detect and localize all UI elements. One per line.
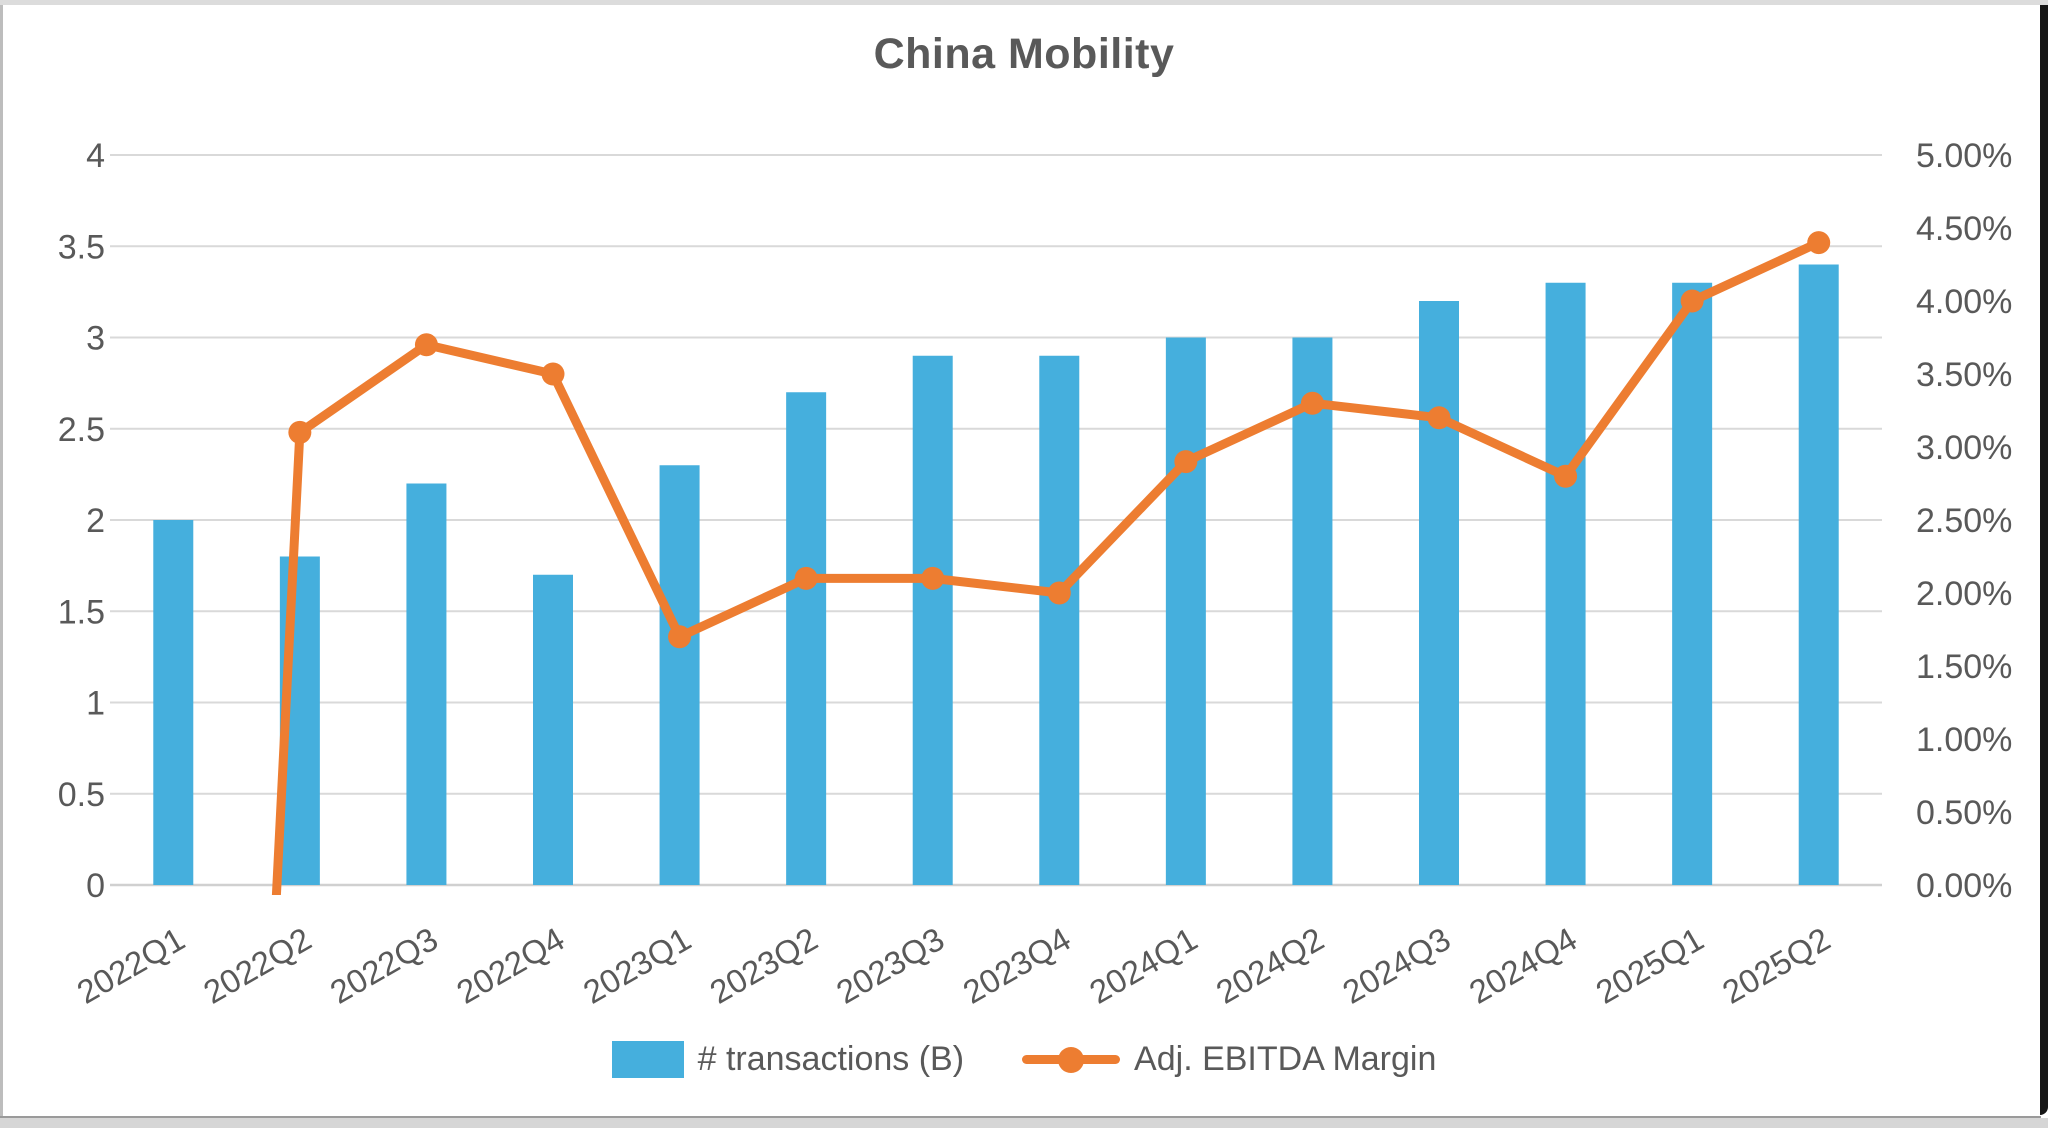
- chart-legend: # transactions (B) Adj. EBITDA Margin: [0, 1040, 2048, 1079]
- x-axis-label-2023Q2: 2023Q2: [703, 920, 823, 1011]
- left-axis-tick: 1.5: [58, 593, 105, 631]
- right-axis-tick: 3.00%: [1916, 429, 2012, 467]
- right-axis-tick: 2.50%: [1916, 502, 2012, 540]
- legend-label-transactions: # transactions (B): [697, 1040, 965, 1078]
- legend-bar-swatch: [611, 1041, 684, 1078]
- bar-2024Q2: [1292, 337, 1333, 885]
- window-edge-bottom: [0, 1118, 2048, 1128]
- margin-marker-2025Q1: [1680, 289, 1704, 313]
- left-axis-tick: 2.5: [58, 411, 105, 449]
- left-axis-tick: 2: [86, 502, 105, 540]
- bar-2023Q4: [1039, 355, 1080, 885]
- margin-marker-2024Q2: [1300, 391, 1324, 415]
- margin-marker-2022Q4: [541, 362, 565, 386]
- x-axis-label-2023Q1: 2023Q1: [577, 920, 697, 1011]
- margin-line: [271, 238, 1824, 895]
- bar-2025Q2: [1798, 264, 1839, 885]
- left-axis-tick: 3.5: [58, 228, 105, 266]
- bar-2023Q1: [659, 465, 700, 885]
- x-axis-label-2024Q1: 2024Q1: [1083, 920, 1203, 1011]
- margin-marker-2024Q4: [1554, 464, 1578, 488]
- margin-marker-2025Q2: [1807, 231, 1831, 255]
- right-axis-tick: 0.00%: [1916, 867, 2012, 905]
- legend-item-transactions: # transactions (B): [611, 1040, 965, 1079]
- right-axis-tick: 1.00%: [1916, 721, 2012, 759]
- margin-marker-2024Q1: [1174, 450, 1198, 474]
- right-axis-tick: 5.00%: [1916, 137, 2012, 175]
- bar-2022Q4: [533, 574, 573, 885]
- x-axis-label-2025Q2: 2025Q2: [1716, 920, 1836, 1011]
- margin-marker-2023Q4: [1047, 581, 1071, 605]
- margin-marker-2023Q1: [668, 625, 692, 649]
- margin-line-group: [271, 231, 1831, 895]
- left-axis-tick: 0: [86, 867, 105, 905]
- right-axis-tick: 4.50%: [1916, 210, 2012, 248]
- x-axis-label-2025Q1: 2025Q1: [1589, 920, 1709, 1011]
- x-axis-label-2023Q3: 2023Q3: [830, 920, 950, 1011]
- bar-2023Q3: [912, 355, 953, 885]
- right-axis-tick: 1.50%: [1916, 648, 2012, 686]
- bar-2022Q3: [406, 483, 447, 885]
- x-axis-label-2022Q1: 2022Q1: [71, 920, 191, 1011]
- bar-2024Q4: [1545, 282, 1586, 885]
- right-axis-tick: 4.00%: [1916, 283, 2012, 321]
- right-axis-tick: 0.50%: [1916, 794, 2012, 832]
- left-axis-tick: 1: [86, 685, 105, 723]
- margin-marker-2022Q2: [288, 420, 312, 444]
- right-axis-tick: 3.50%: [1916, 356, 2012, 394]
- x-axis-label-2024Q4: 2024Q4: [1463, 920, 1583, 1011]
- window-edge-top: [0, 0, 2048, 5]
- x-axis-label-2022Q4: 2022Q4: [450, 920, 570, 1011]
- x-axis-label-2022Q3: 2022Q3: [324, 920, 444, 1011]
- legend-label-margin: Adj. EBITDA Margin: [1134, 1040, 1437, 1078]
- x-axis-label-2024Q2: 2024Q2: [1210, 920, 1330, 1011]
- legend-line-marker-icon: [1022, 1046, 1121, 1073]
- margin-marker-2023Q2: [794, 566, 818, 590]
- margin-marker-2024Q3: [1427, 406, 1451, 430]
- bar-2025Q1: [1672, 282, 1713, 885]
- left-axis-tick: 4: [86, 137, 105, 175]
- x-axis-label-2024Q3: 2024Q3: [1336, 920, 1456, 1011]
- x-axis-label-2022Q2: 2022Q2: [197, 920, 317, 1011]
- x-axis-label-2023Q4: 2023Q4: [957, 920, 1077, 1011]
- bar-2023Q2: [786, 392, 827, 885]
- legend-item-margin: Adj. EBITDA Margin: [1022, 1040, 1436, 1079]
- legend-line-dot-icon: [1058, 1046, 1085, 1073]
- right-axis-tick: 2.00%: [1916, 575, 2012, 613]
- chart-title: China Mobility: [873, 30, 1175, 78]
- window-edge-left: [0, 5, 3, 1118]
- left-axis-tick: 0.5: [58, 776, 105, 814]
- margin-marker-2022Q3: [414, 333, 438, 357]
- margin-marker-2023Q3: [921, 566, 945, 590]
- bar-2024Q3: [1419, 301, 1459, 885]
- left-axis-tick: 3: [86, 320, 105, 358]
- bar-2024Q1: [1165, 337, 1206, 885]
- bar-2022Q1: [153, 520, 194, 885]
- window-edge-bottom-line: [0, 1116, 2041, 1118]
- window-edge-right: [2040, 5, 2048, 1115]
